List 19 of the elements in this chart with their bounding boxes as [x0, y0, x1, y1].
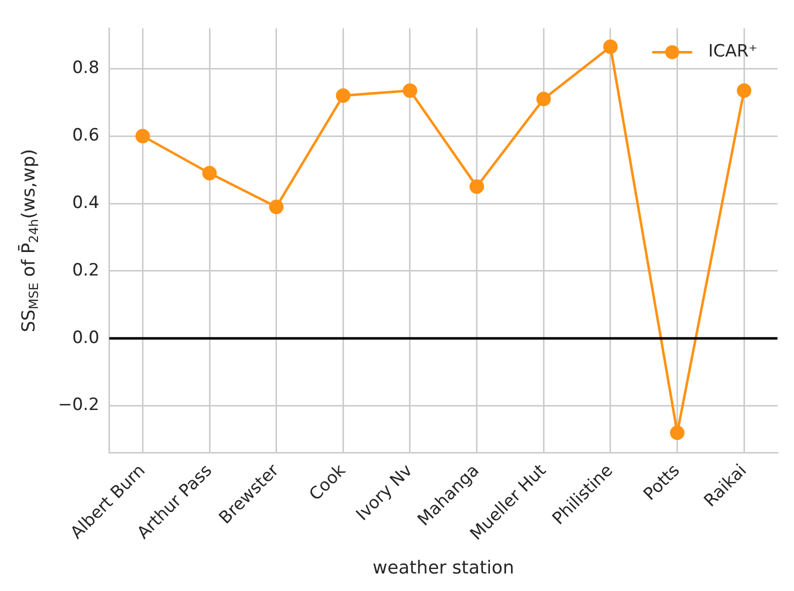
point — [336, 88, 350, 103]
point — [470, 179, 484, 194]
point — [670, 426, 685, 440]
y-tick-label: 0.4 — [72, 192, 100, 213]
point — [536, 92, 551, 106]
y-tick-label: −0.2 — [58, 395, 100, 416]
y-axis-title: SSMSE of P̄24h(ws,wp) — [17, 148, 41, 332]
point — [736, 83, 752, 98]
point — [603, 39, 618, 54]
point — [202, 166, 217, 180]
point — [269, 200, 284, 214]
y-tick-label: 0.2 — [72, 260, 100, 280]
point — [135, 128, 150, 144]
y-tick-label: 0.8 — [72, 58, 100, 78]
point — [402, 83, 418, 98]
x-axis-title: weather station — [372, 558, 514, 579]
y-tick-label: 0.6 — [72, 126, 100, 146]
legend-label: ICAR⁺ — [708, 42, 758, 62]
y-tick-label: 0.0 — [72, 328, 100, 348]
